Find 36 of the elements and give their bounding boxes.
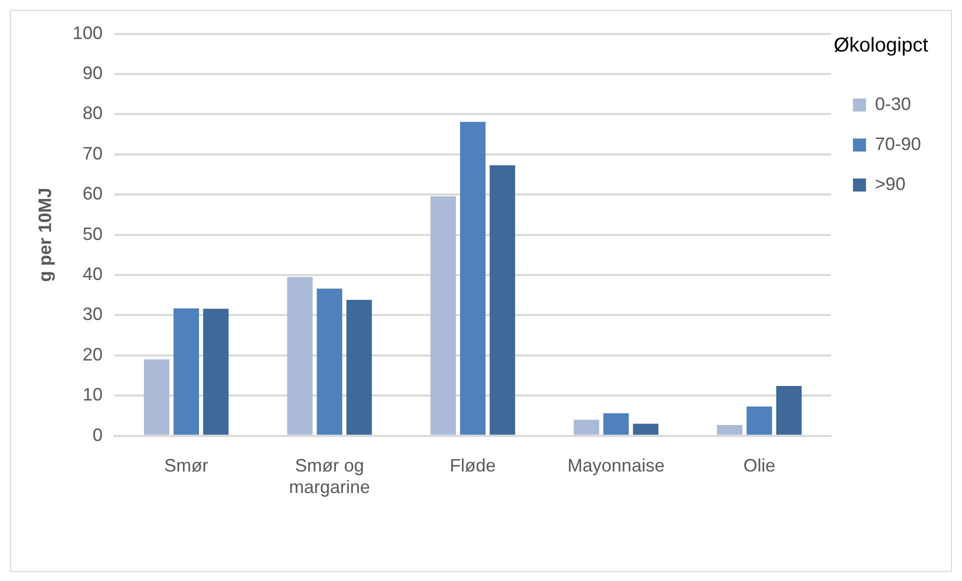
y-tick-label: 20 (82, 344, 103, 364)
bar (316, 288, 342, 435)
bar (603, 413, 629, 435)
bar (746, 406, 772, 435)
y-tick-label: 80 (82, 103, 103, 124)
y-axis-title: g per 10MJ (34, 188, 55, 282)
y-tick-label: 70 (82, 143, 103, 164)
bar (490, 165, 516, 435)
y-tick-label: 50 (82, 224, 103, 244)
bar (144, 359, 170, 435)
legend-label: >90 (874, 174, 906, 194)
bar (430, 196, 456, 435)
x-tick-label: Fløde (450, 456, 496, 476)
bar (776, 386, 802, 435)
bar (346, 300, 372, 435)
legend-label: 70-90 (874, 134, 922, 154)
bar (287, 277, 313, 435)
y-tick-label: 0 (92, 424, 103, 445)
x-tick-label: Smør (164, 456, 208, 476)
legend-label: 0-30 (874, 94, 911, 114)
y-tick-label: 10 (82, 384, 103, 405)
bar (203, 308, 229, 435)
bar (174, 308, 199, 435)
y-tick-label: 60 (82, 184, 103, 204)
x-tick-label: Olie (743, 456, 776, 476)
legend-title: Økologipct (834, 34, 929, 57)
bar (574, 420, 600, 435)
y-tick-label: 40 (82, 264, 103, 284)
bar (716, 424, 742, 435)
y-tick-label: 90 (82, 62, 103, 83)
bar (632, 424, 658, 435)
x-tick-label: Smør og margarine (289, 456, 370, 498)
x-tick-label: Mayonnaise (568, 456, 665, 476)
bar (460, 122, 486, 435)
y-tick-label: 100 (72, 22, 103, 43)
y-tick-label: 30 (82, 304, 103, 324)
